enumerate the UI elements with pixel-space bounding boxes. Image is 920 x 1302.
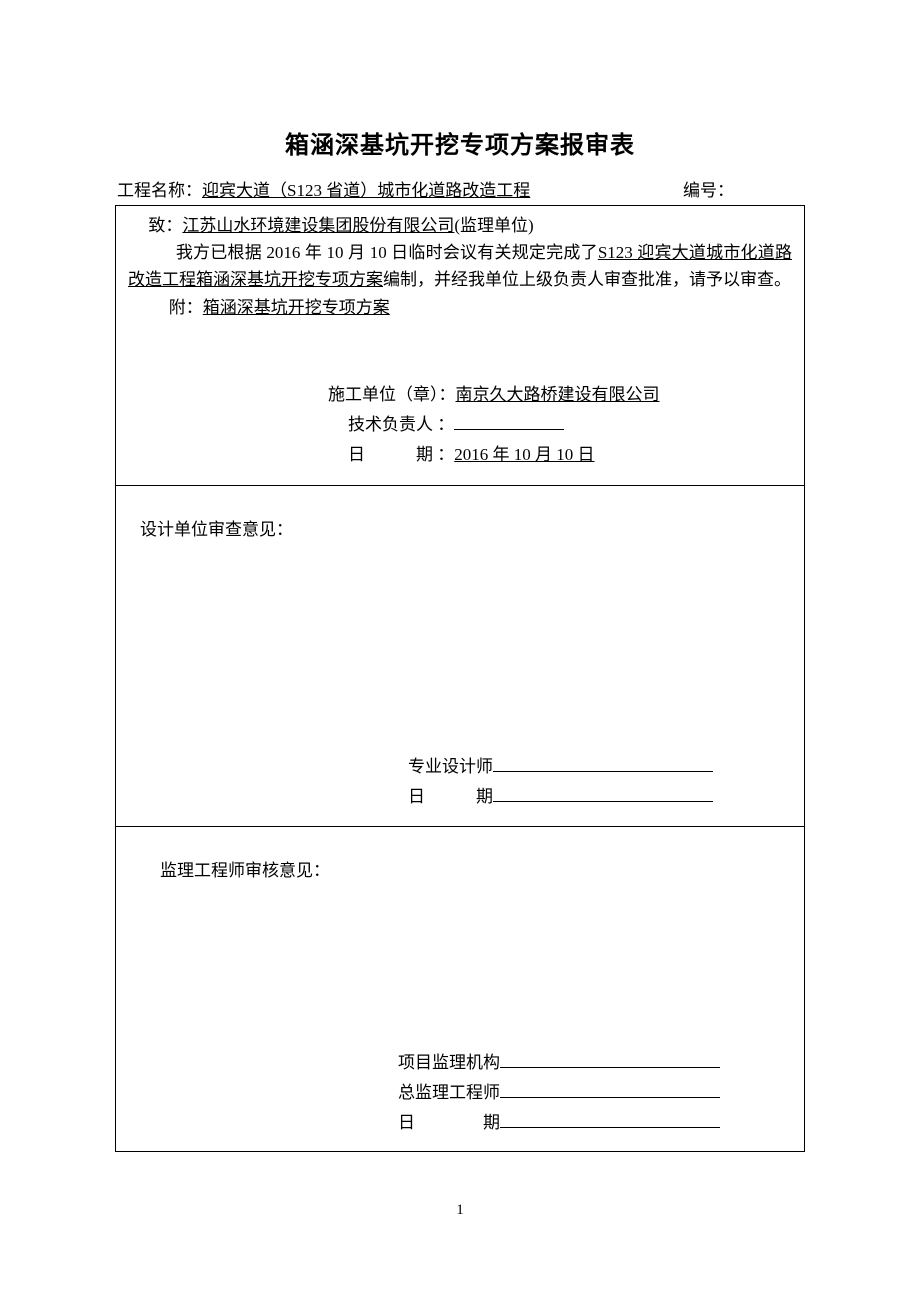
page-number: 1 xyxy=(115,1202,805,1219)
body-prefix: 我方已根据 2016 年 10 月 10 日临时会议有关规定完成了 xyxy=(176,243,598,262)
org-label: 项目监理机构 xyxy=(398,1053,500,1072)
section-construction-unit: 致：江苏山水环境建设集团股份有限公司(监理单位) 我方已根据 2016 年 10… xyxy=(116,206,804,486)
supervisor-opinion-label: 监理工程师审核意见： xyxy=(160,857,792,884)
project-name-value: 迎宾大道（S123 省道）城市化道路改造工程 xyxy=(202,181,530,200)
tech-leader-label: 技术负责人 ： xyxy=(348,415,454,434)
supervisor-signature-block: 项目监理机构 总监理工程师 日 期 xyxy=(398,1049,792,1137)
designer-blank xyxy=(493,755,713,772)
date-row-2: 日 期 xyxy=(408,783,792,810)
designer-row: 专业设计师 xyxy=(408,753,792,780)
date-row-3: 日 期 xyxy=(398,1109,792,1136)
to-suffix: (监理单位) xyxy=(454,216,533,235)
form-container: 致：江苏山水环境建设集团股份有限公司(监理单位) 我方已根据 2016 年 10… xyxy=(115,205,805,1152)
date-blank-2 xyxy=(493,785,713,802)
supervisor-org-row: 项目监理机构 xyxy=(398,1049,792,1076)
section-supervisor-opinion: 监理工程师审核意见： 项目监理机构 总监理工程师 日 期 xyxy=(116,827,804,1152)
attach-label: 附： xyxy=(169,298,203,317)
tech-leader-row: 技术负责人 ： xyxy=(348,411,792,438)
document-title: 箱涵深基坑开挖专项方案报审表 xyxy=(115,125,805,160)
construction-unit-label: 施工单位（章）： xyxy=(328,385,456,404)
construction-unit-value: 南京久大路桥建设有限公司 xyxy=(456,385,660,404)
to-value: 江苏山水环境建设集团股份有限公司 xyxy=(182,216,454,235)
tech-leader-blank xyxy=(454,413,564,430)
org-blank xyxy=(500,1051,720,1068)
date-label-1: 日 期 ： xyxy=(348,445,454,464)
engineer-label: 总监理工程师 xyxy=(398,1083,500,1102)
project-label: 工程名称： xyxy=(117,181,202,200)
design-opinion-label: 设计单位审查意见： xyxy=(140,516,792,543)
header-row: 工程名称：迎宾大道（S123 省道）城市化道路改造工程 编号： xyxy=(115,176,805,201)
date-label-3: 日 期 xyxy=(398,1113,500,1132)
engineer-blank xyxy=(500,1081,720,1098)
construction-unit-row: 施工单位（章）：南京久大路桥建设有限公司 xyxy=(328,381,792,408)
to-label: 致： xyxy=(148,216,182,235)
date-value-1: 2016 年 10 月 10 日 xyxy=(454,445,594,464)
body-suffix: 编制，并经我单位上级负责人审查批准，请予以审查。 xyxy=(383,270,791,289)
body-paragraph: 我方已根据 2016 年 10 月 10 日临时会议有关规定完成了S123 迎宾… xyxy=(128,239,792,293)
addressee-line: 致：江苏山水环境建设集团股份有限公司(监理单位) xyxy=(128,212,792,239)
chief-engineer-row: 总监理工程师 xyxy=(398,1079,792,1106)
section-design-opinion: 设计单位审查意见： 专业设计师 日 期 xyxy=(116,486,804,827)
attach-value: 箱涵深基坑开挖专项方案 xyxy=(203,298,390,317)
construction-signature-block: 施工单位（章）：南京久大路桥建设有限公司 技术负责人 ： 日 期 ：2016 年… xyxy=(328,381,792,469)
date-label-2: 日 期 xyxy=(408,787,493,806)
design-signature-block: 专业设计师 日 期 xyxy=(408,753,792,810)
attachment-line: 附：箱涵深基坑开挖专项方案 xyxy=(128,294,792,321)
project-name-field: 工程名称：迎宾大道（S123 省道）城市化道路改造工程 xyxy=(117,176,683,201)
date-blank-3 xyxy=(500,1111,720,1128)
serial-label: 编号： xyxy=(683,176,803,201)
designer-label: 专业设计师 xyxy=(408,757,493,776)
date-row-1: 日 期 ：2016 年 10 月 10 日 xyxy=(348,441,792,468)
